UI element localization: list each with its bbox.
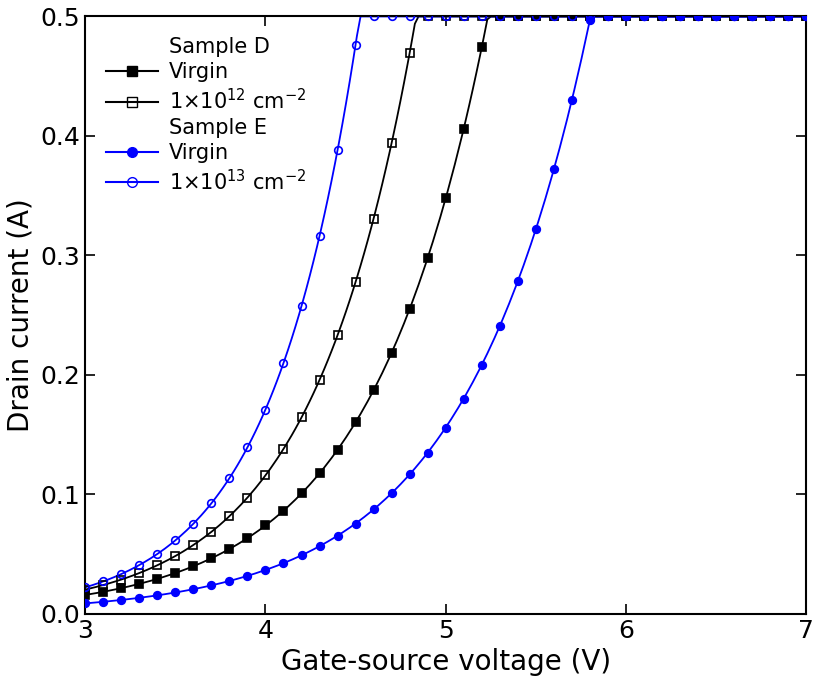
Y-axis label: Drain current (A): Drain current (A) bbox=[7, 198, 35, 432]
X-axis label: Gate-source voltage (V): Gate-source voltage (V) bbox=[281, 648, 611, 676]
Legend: Sample D, Virgin, 1$\times$10$^{12}$ cm$^{-2}$, Sample E, Virgin, 1$\times$10$^{: Sample D, Virgin, 1$\times$10$^{12}$ cm$… bbox=[96, 27, 317, 204]
